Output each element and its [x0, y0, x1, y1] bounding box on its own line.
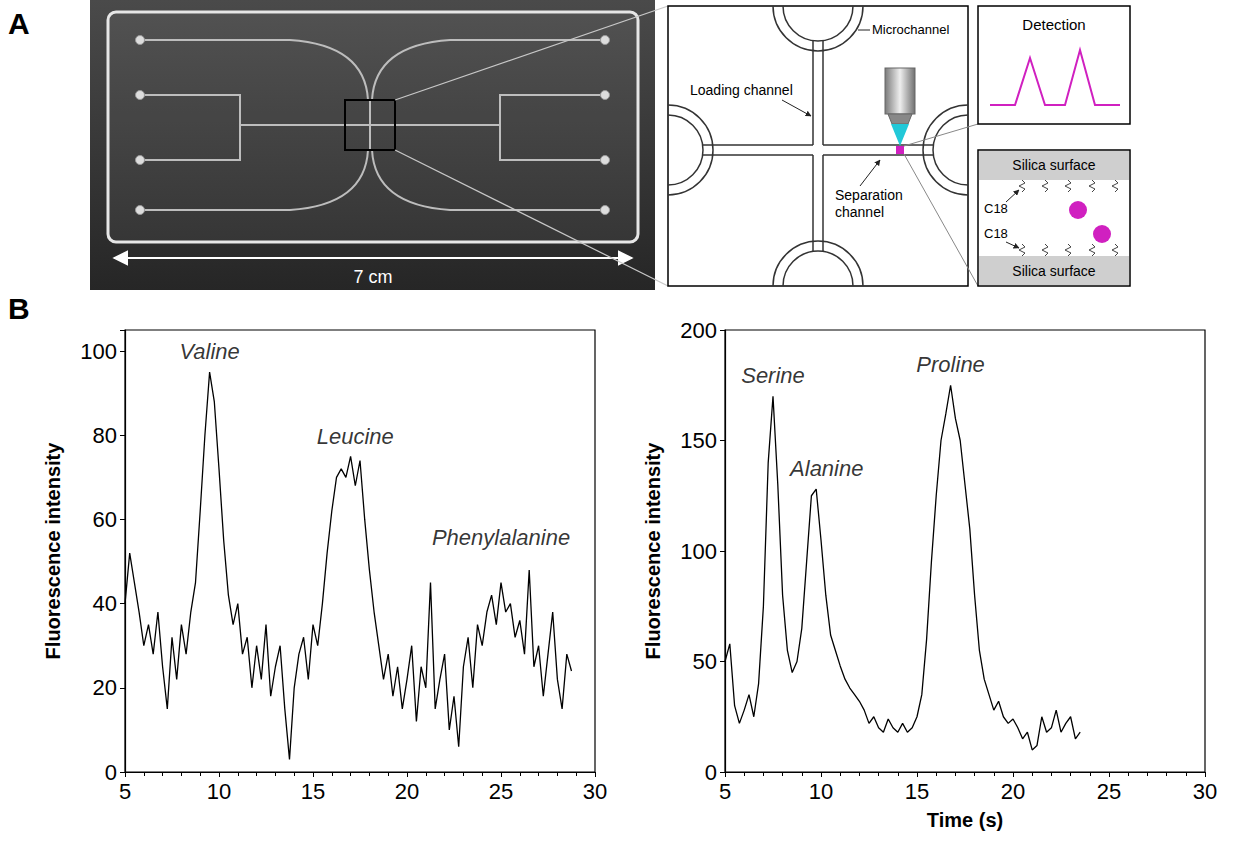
- svg-text:200: 200: [680, 318, 717, 343]
- svg-text:0: 0: [705, 760, 717, 785]
- svg-text:Detection: Detection: [1022, 16, 1085, 33]
- svg-text:Silica surface: Silica surface: [1012, 263, 1095, 279]
- svg-text:150: 150: [680, 428, 717, 453]
- html-text:B: B: [8, 292, 30, 325]
- svg-text:15: 15: [301, 779, 325, 804]
- svg-text:C18: C18: [984, 226, 1008, 241]
- svg-text:Fluorescence intensity: Fluorescence intensity: [42, 442, 64, 660]
- svg-text:100: 100: [80, 339, 117, 364]
- svg-text:50: 50: [693, 649, 717, 674]
- svg-text:25: 25: [1097, 779, 1121, 804]
- svg-text:30: 30: [1193, 779, 1217, 804]
- svg-text:5: 5: [719, 779, 731, 804]
- svg-text:10: 10: [809, 779, 833, 804]
- svg-text:30: 30: [583, 779, 607, 804]
- svg-text:Time (s): Time (s): [927, 809, 1003, 831]
- svg-text:Loading channel: Loading channel: [690, 82, 793, 98]
- svg-text:Valine: Valine: [179, 339, 239, 364]
- svg-text:Microchannel: Microchannel: [872, 22, 949, 37]
- svg-text:20: 20: [395, 779, 419, 804]
- svg-text:Alanine: Alanine: [788, 456, 863, 481]
- svg-text:20: 20: [1001, 779, 1025, 804]
- svg-text:20: 20: [93, 675, 117, 700]
- svg-text:Phenylalanine: Phenylalanine: [432, 525, 570, 550]
- svg-text:15: 15: [905, 779, 929, 804]
- svg-text:channel: channel: [835, 204, 884, 220]
- svg-text:25: 25: [489, 779, 513, 804]
- svg-text:Serine: Serine: [741, 363, 805, 388]
- svg-text:Separation: Separation: [835, 187, 903, 203]
- svg-text:Leucine: Leucine: [317, 424, 394, 449]
- svg-text:5: 5: [119, 779, 131, 804]
- svg-text:Proline: Proline: [916, 352, 984, 377]
- svg-text:7 cm: 7 cm: [353, 267, 392, 287]
- svg-text:80: 80: [93, 423, 117, 448]
- svg-text:Fluorescence intensity: Fluorescence intensity: [642, 442, 664, 660]
- svg-text:A: A: [8, 7, 30, 40]
- svg-text:100: 100: [680, 539, 717, 564]
- svg-text:0: 0: [105, 760, 117, 785]
- svg-text:10: 10: [207, 779, 231, 804]
- svg-text:Silica surface: Silica surface: [1012, 157, 1095, 173]
- svg-text:60: 60: [93, 507, 117, 532]
- svg-text:40: 40: [93, 591, 117, 616]
- svg-text:C18: C18: [984, 201, 1008, 216]
